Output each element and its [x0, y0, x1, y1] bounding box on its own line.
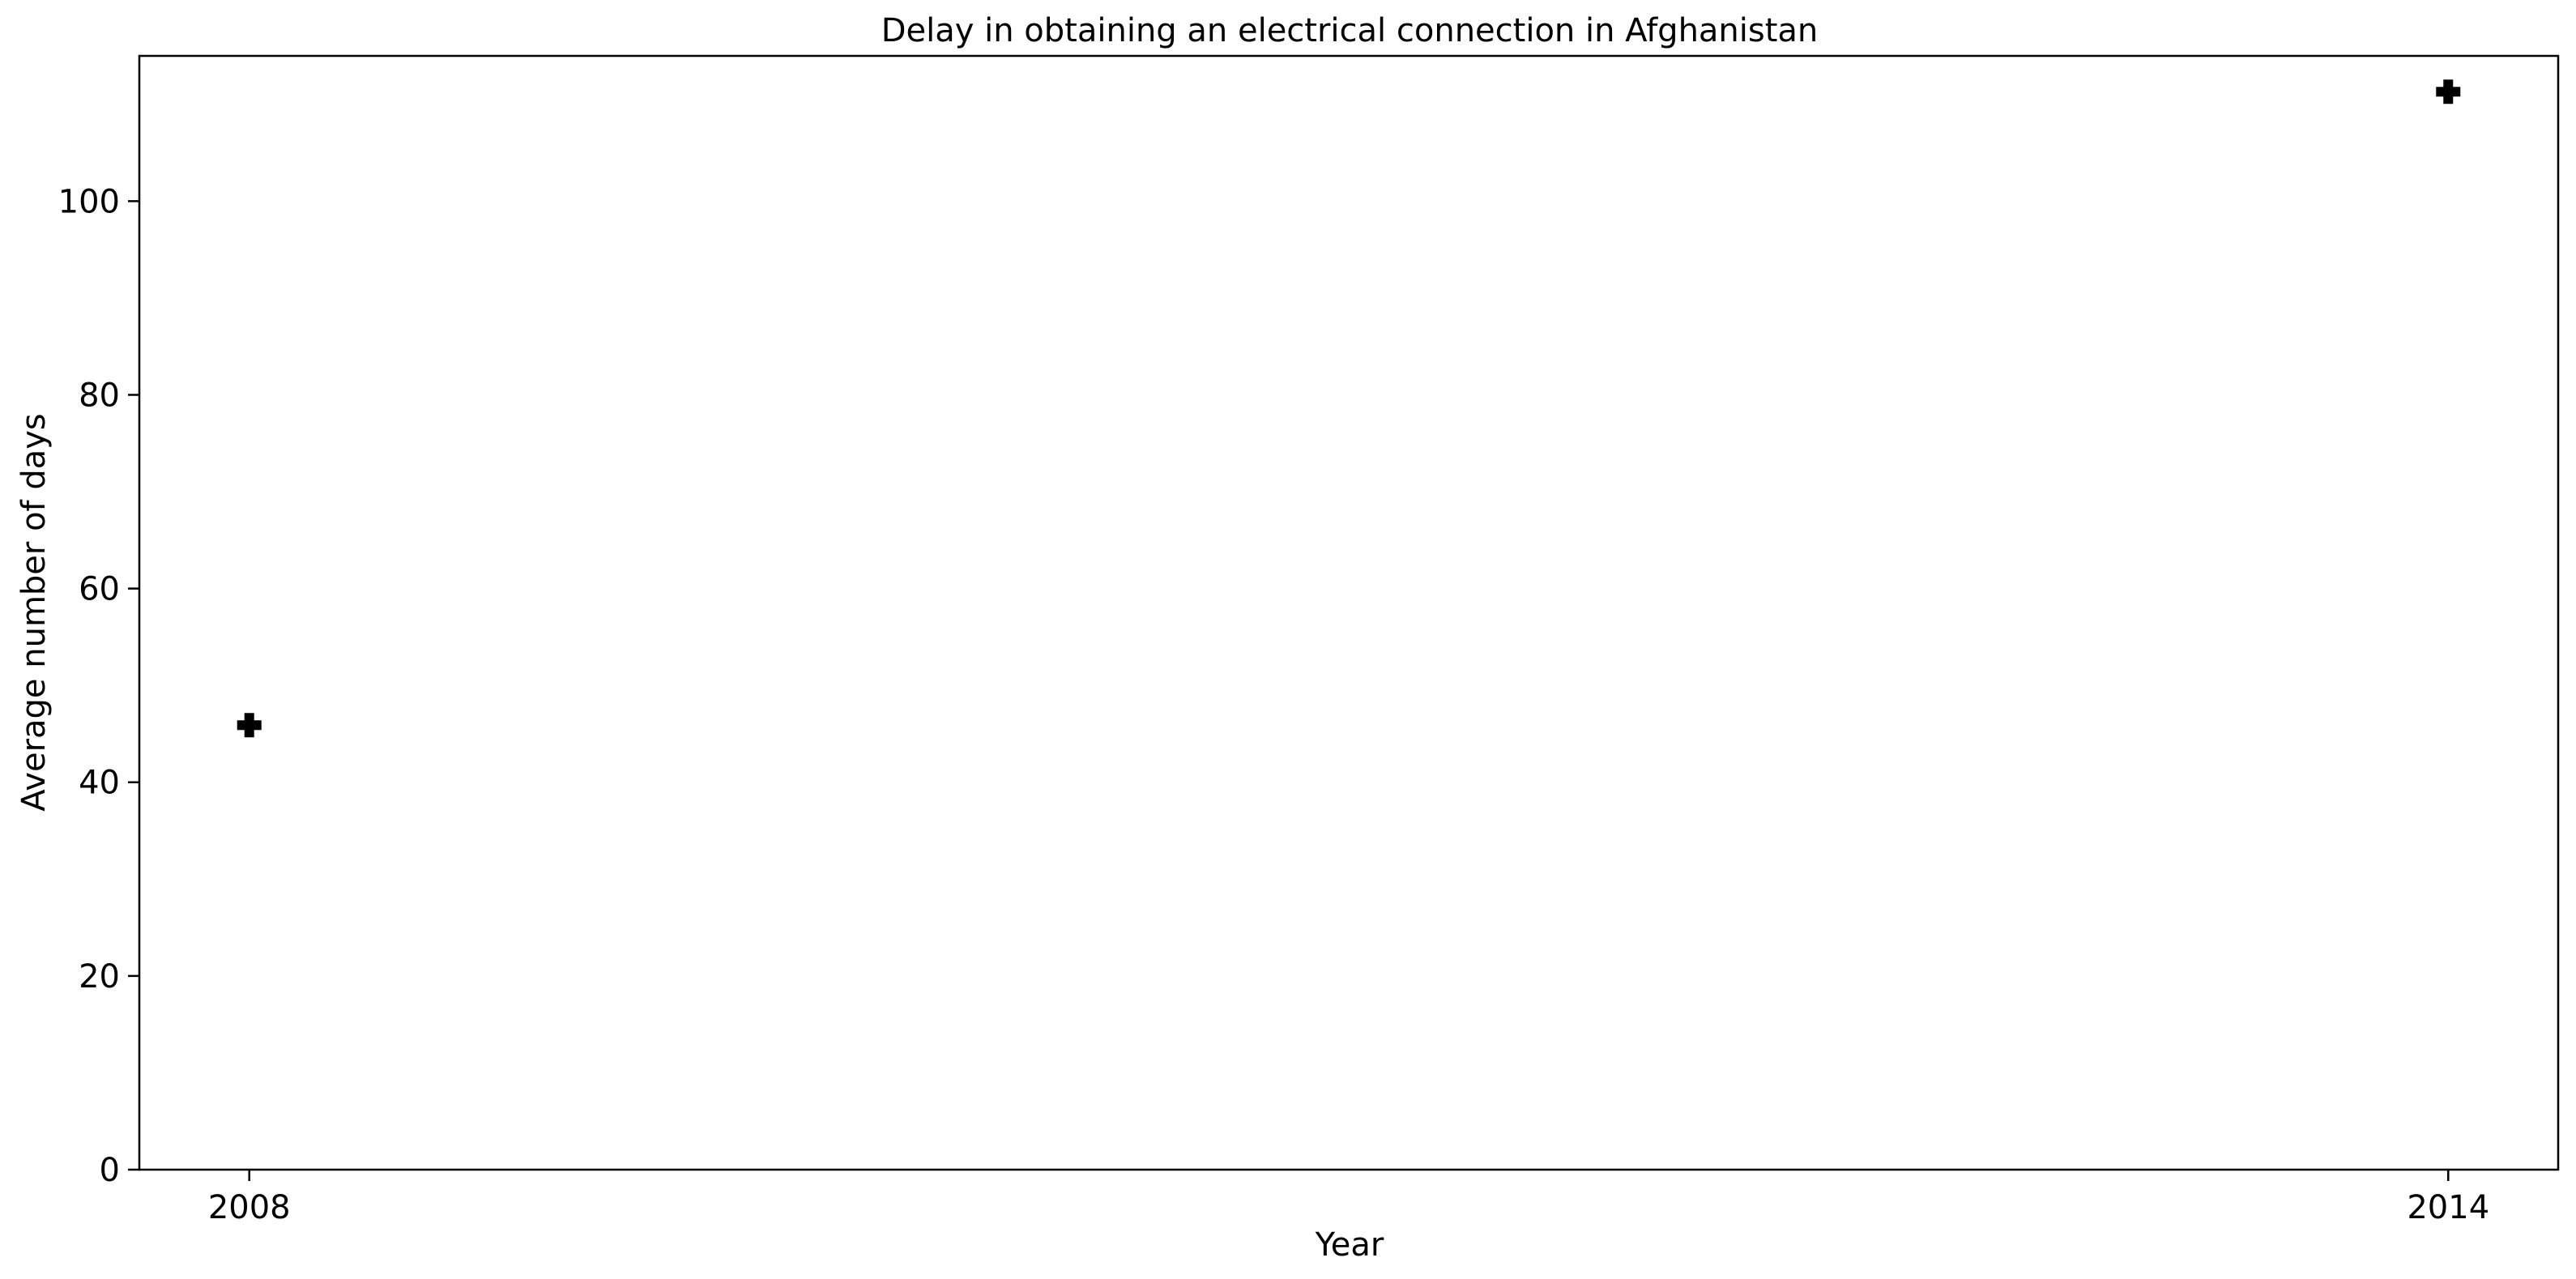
- x-axis-title: Year: [1315, 1226, 1384, 1264]
- data-point: [2436, 79, 2461, 104]
- y-tick-label: 40: [79, 765, 120, 802]
- y-axis-title: Average number of days: [15, 413, 53, 811]
- x-tick-label: 2008: [208, 1189, 291, 1226]
- y-tick-label: 20: [79, 958, 120, 995]
- y-tick-label: 0: [100, 1152, 120, 1189]
- chart-title: Delay in obtaining an electrical connect…: [881, 12, 1819, 49]
- plot-frame: [138, 54, 2560, 1171]
- plot-area: [237, 79, 2461, 738]
- y-tick-label: 80: [79, 377, 120, 414]
- data-point: [237, 713, 262, 738]
- y-tick-label: 60: [79, 571, 120, 608]
- y-tick-label: 100: [58, 183, 120, 220]
- x-tick-label: 2014: [2407, 1189, 2489, 1226]
